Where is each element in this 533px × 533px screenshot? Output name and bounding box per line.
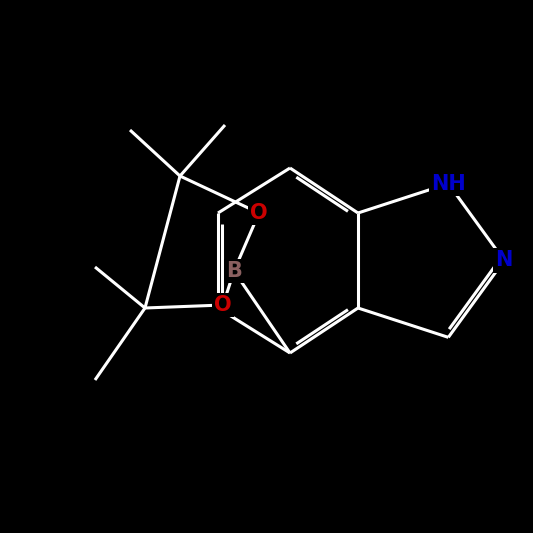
Text: O: O: [214, 295, 232, 315]
Text: NH: NH: [431, 174, 466, 193]
Text: O: O: [250, 203, 268, 223]
Text: N: N: [496, 251, 513, 271]
Text: B: B: [226, 261, 242, 281]
